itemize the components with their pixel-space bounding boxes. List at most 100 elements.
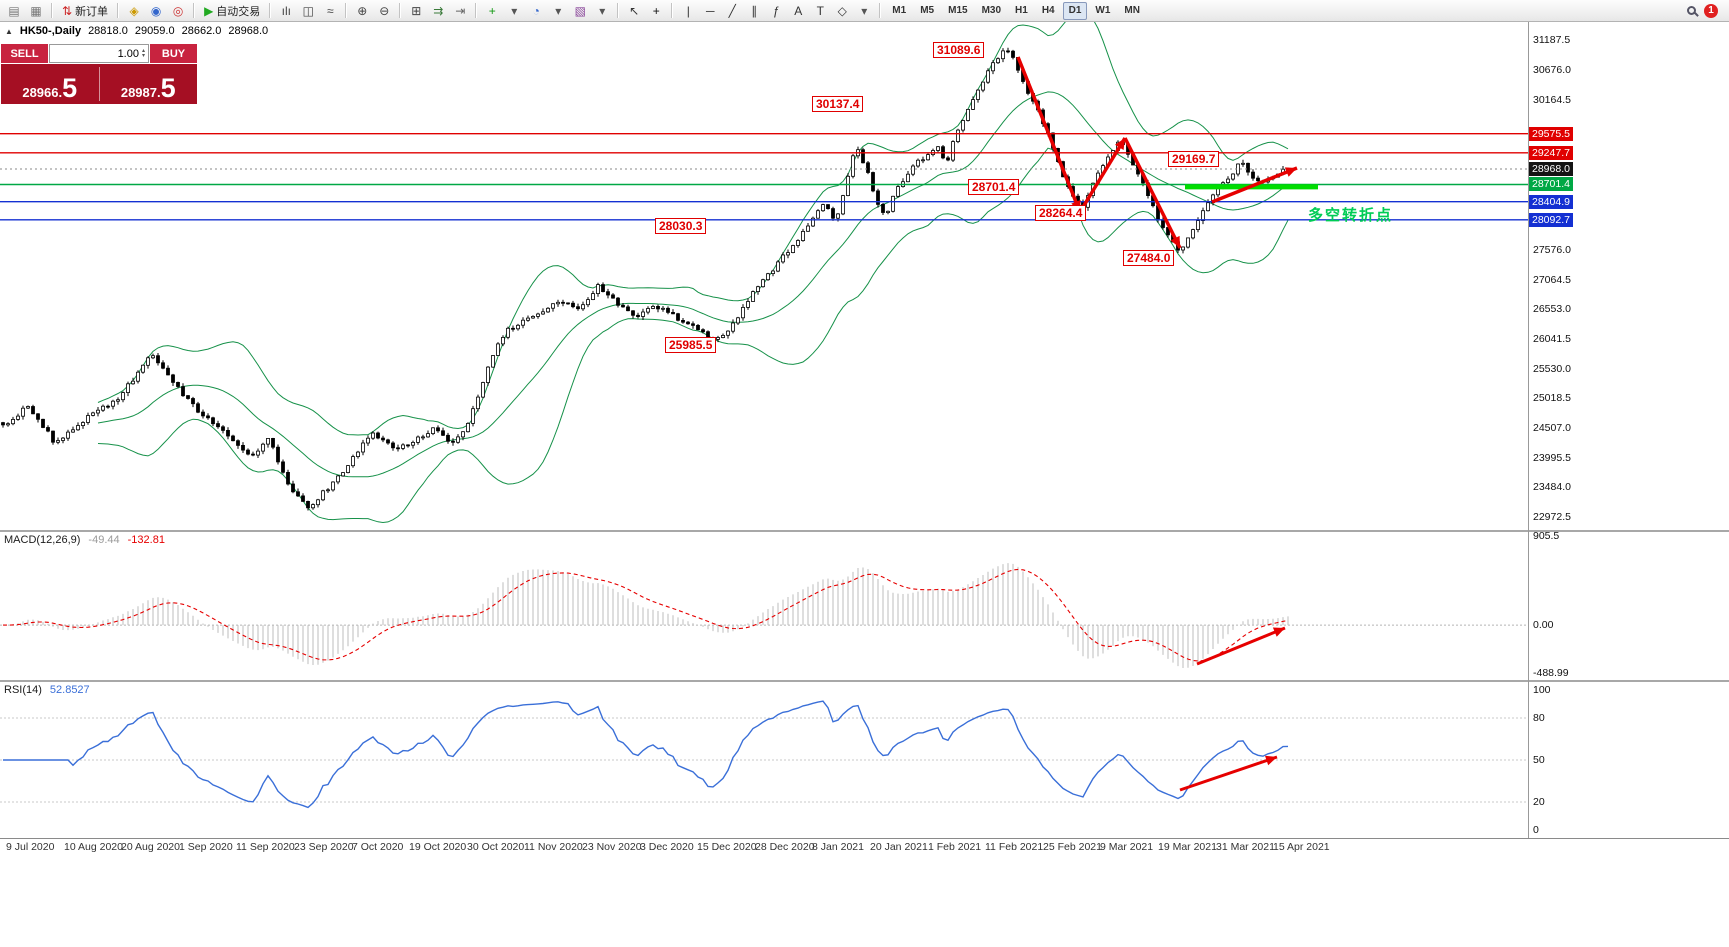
vertical-line-button[interactable]: |	[678, 2, 698, 20]
trend-arrow[interactable]	[1196, 626, 1286, 666]
fibonacci-button[interactable]: ƒ	[766, 2, 786, 20]
volume-decrement-icon[interactable]: ▾	[141, 52, 145, 59]
channel-icon: ∥	[751, 3, 758, 18]
price-callout[interactable]: 27484.0	[1123, 250, 1175, 266]
quote-low: 28662.0	[181, 25, 222, 37]
community-button[interactable]: ◉	[146, 2, 166, 20]
text-button[interactable]: A	[788, 2, 808, 20]
price-callout[interactable]: 31089.6	[933, 42, 985, 58]
new-chart-button[interactable]: ▤	[4, 2, 24, 20]
zoom-in-button[interactable]: ⊕	[352, 2, 372, 20]
candle-chart-button[interactable]: ◫	[298, 2, 318, 20]
add-indicator-button[interactable]: +	[482, 2, 502, 20]
templates-caret-button[interactable]: ▾	[592, 2, 612, 20]
trend-arrow[interactable]	[1078, 137, 1127, 213]
new-order-button[interactable]: ⇅ 新订单	[58, 2, 112, 20]
timeframe-m1-button[interactable]: M1	[892, 5, 907, 16]
time-axis-label: 30 Oct 2020	[467, 841, 525, 853]
buy-price[interactable]: 28987. 5	[100, 64, 198, 104]
price-callout[interactable]: 28030.3	[655, 218, 707, 234]
price-axis-label: 25018.5	[1533, 392, 1571, 404]
periods-caret-button[interactable]: ▾	[548, 2, 568, 20]
price-callout[interactable]: 28264.4	[1035, 205, 1087, 221]
price-callout[interactable]: 25985.5	[665, 337, 717, 353]
trend-arrow[interactable]	[1123, 137, 1182, 249]
trend-arrow[interactable]	[1016, 56, 1082, 213]
time-axis-label: 9 Mar 2021	[1100, 841, 1154, 853]
time-axis-label: 19 Oct 2020	[409, 841, 467, 853]
cursor-button[interactable]: ↖	[624, 2, 644, 20]
timeframe-m5-button[interactable]: M5	[920, 5, 935, 16]
timeframe-m15-button[interactable]: M15	[948, 5, 968, 16]
price-callout[interactable]: 30137.4	[812, 96, 864, 112]
trend-arrow[interactable]	[1211, 166, 1298, 204]
timeframe-mn-button[interactable]: MN	[1124, 5, 1140, 16]
rsi-panel[interactable]: RSI(14) 52.8527	[0, 682, 1729, 838]
line-chart-button[interactable]: ≈	[320, 2, 340, 20]
periods-button[interactable]: ◔	[526, 2, 546, 20]
auto-trading-button[interactable]: ▶ 自动交易	[200, 2, 264, 20]
timeframe-m30-button[interactable]: M30	[981, 5, 1002, 16]
main-chart-panel[interactable]: ▲ HK50-,Daily 28818.0 29059.0 28662.0 28…	[0, 22, 1729, 530]
candle-chart-icon: ◫	[302, 3, 314, 18]
price-axis-tag[interactable]: 29575.5	[1529, 127, 1573, 141]
shapes-caret-button[interactable]: ▾	[854, 2, 874, 20]
volume-input[interactable]: 1.00 ▴ ▾	[49, 44, 149, 63]
add-indicator-caret-button[interactable]: ▾	[504, 2, 524, 20]
zoom-out-button[interactable]: ⊖	[374, 2, 394, 20]
market-button[interactable]: ◎	[168, 2, 188, 20]
trendline-button[interactable]: ╱	[722, 2, 742, 20]
price-axis-tag[interactable]: 28968.0	[1529, 162, 1573, 176]
rsi-canvas	[0, 700, 1528, 809]
horizontal-line-button[interactable]: ─	[700, 2, 720, 20]
time-axis-label: 9 Jul 2020	[6, 841, 55, 853]
auto-scroll-button[interactable]: ⇉	[428, 2, 448, 20]
macd-name: MACD(12,26,9)	[4, 534, 81, 546]
macd-canvas	[0, 563, 1528, 668]
buy-button[interactable]: BUY	[150, 44, 197, 63]
timeframe-h1-button[interactable]: H1	[1015, 5, 1028, 16]
price-callout[interactable]: 28701.4	[968, 179, 1020, 195]
chart-annotation-text[interactable]: 多空转折点	[1308, 207, 1394, 224]
crosshair-button[interactable]: +	[646, 2, 666, 20]
text-icon: A	[794, 3, 803, 18]
channel-button[interactable]: ∥	[744, 2, 764, 20]
one-click-toggle-icon[interactable]: ▲	[5, 26, 13, 36]
profiles-button[interactable]: ▦	[26, 2, 46, 20]
price-axis-tag[interactable]: 28092.7	[1529, 213, 1573, 227]
price-axis-tag[interactable]: 28701.4	[1529, 177, 1573, 191]
panel-divider[interactable]	[0, 680, 1729, 682]
chart-shift-button[interactable]: ⇥	[450, 2, 470, 20]
time-axis[interactable]: 9 Jul 2020 10 Aug 2020 20 Aug 2020 1 Sep 20…	[0, 841, 1729, 859]
shapes-button[interactable]: ◇	[832, 2, 852, 20]
timeframe-w1-button[interactable]: W1	[1095, 5, 1111, 16]
trend-arrow[interactable]	[1179, 755, 1278, 792]
price-axis-tag[interactable]: 28404.9	[1529, 195, 1573, 209]
tile-windows-button[interactable]: ⊞	[406, 2, 426, 20]
templates-button[interactable]: ▧	[570, 2, 590, 20]
bar-chart-button[interactable]: ılı	[276, 2, 296, 20]
price-callout[interactable]: 29169.7	[1168, 151, 1220, 167]
volume-increment-icon[interactable]: ▴	[141, 47, 145, 54]
time-axis-label: 15 Dec 2020	[697, 841, 757, 853]
text-label-button[interactable]: T	[810, 2, 830, 20]
notification-badge[interactable]: 1	[1704, 3, 1718, 18]
horizontal-level-lines[interactable]	[0, 132, 1528, 221]
price-axis-tag[interactable]: 29247.7	[1529, 146, 1573, 160]
price-chart-canvas[interactable]	[0, 22, 1528, 530]
sell-price[interactable]: 28966. 5	[1, 64, 99, 104]
panel-divider[interactable]	[0, 530, 1729, 532]
timeframe-h4-button[interactable]: H4	[1041, 5, 1055, 16]
metaeditor-button[interactable]: ◈	[124, 2, 144, 20]
search-icon[interactable]	[1687, 6, 1696, 15]
time-axis-label: 15 Apr 2021	[1273, 841, 1330, 853]
macd-panel[interactable]: MACD(12,26,9) -49.44 -132.81	[0, 532, 1729, 680]
quote-open: 28818.0	[88, 25, 128, 37]
trendline-icon: ╱	[728, 3, 736, 18]
sell-button[interactable]: SELL	[1, 44, 48, 63]
zoom-in-icon: ⊕	[357, 3, 368, 18]
timeframe-d1-button[interactable]: D1	[1062, 1, 1088, 20]
price-axis[interactable]: 31187.5 30676.0 30164.5 27576.0 27064.5 26553…	[1529, 22, 1587, 838]
price-axis-label: 27064.5	[1533, 274, 1571, 286]
time-axis-label: 23 Nov 2020	[582, 841, 642, 853]
